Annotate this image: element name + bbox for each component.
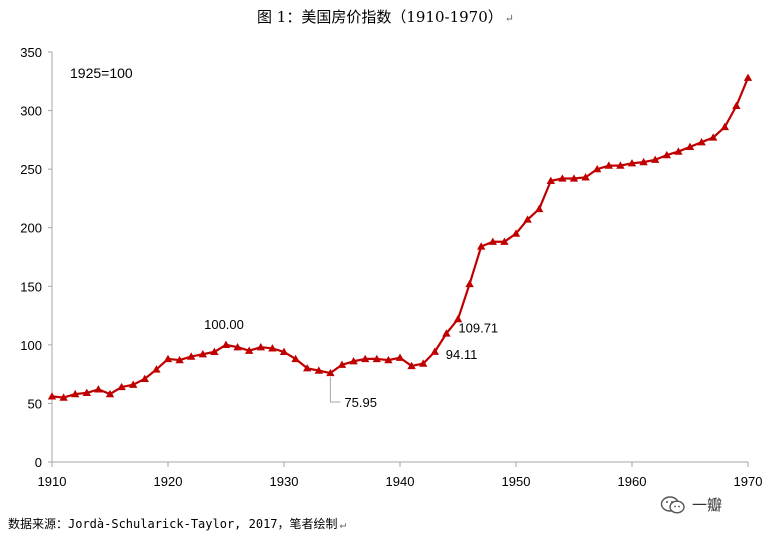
series-line-group [51,77,750,399]
chart-title: 图 1：美国房价指数（1910-1970） ↵ [0,6,771,27]
data-point-marker [372,354,381,363]
paragraph-mark: ↵ [504,12,514,25]
data-point-marker [384,355,393,364]
data-point-marker [511,229,521,237]
data-point-marker [430,347,439,355]
data-point-marker [477,242,486,250]
watermark-text: 一瓣 [692,496,723,514]
y-tick-label: 200 [20,221,42,236]
wechat-icon [660,495,685,514]
source-note: 数据来源：Jordà-Schularick-Taylor, 2017，笔者绘制 ↵ [8,515,346,532]
data-point-marker [407,361,416,370]
data-point-marker [349,357,358,365]
y-tick-label: 50 [28,396,42,411]
data-point-marker [117,382,126,391]
data-point-marker [419,359,428,367]
data-label: 109.71 [458,320,498,335]
x-tick-label: 1930 [270,474,299,489]
y-tick-label: 250 [20,162,42,177]
data-point-marker [639,157,648,166]
data-point-marker [616,161,625,169]
y-tick-label: 0 [35,455,42,470]
data-point-marker [175,355,184,364]
data-point-marker [732,101,741,110]
data-label: 100.00 [204,317,244,332]
data-labels: 100.00 75.95 94.11 109.71 [204,317,498,410]
data-point-marker [604,161,613,169]
data-label: 94.11 [446,347,478,362]
data-point-marker [140,374,149,382]
data-point-marker [581,173,590,181]
x-tick-label: 1940 [386,474,415,489]
watermark: 一瓣 [660,494,722,515]
y-tick-label: 350 [20,45,42,60]
series-line [51,77,750,399]
data-point-marker [71,389,80,398]
x-tick-label: 1970 [734,474,763,489]
data-point-marker [465,279,474,288]
data-markers [47,73,753,401]
source-paragraph-mark: ↵ [339,518,347,531]
axes: 0 50 100 150 200 250 300 350 1910 1920 1930 1940 195… [20,45,762,489]
data-point-marker [743,73,753,81]
data-point-marker [314,366,323,374]
data-point-marker [129,380,138,388]
data-point-marker [500,237,509,245]
data-point-marker [210,347,219,356]
data-point-marker [546,176,555,185]
data-point-marker [187,352,196,360]
data-point-marker [94,385,103,393]
data-point-marker [709,133,718,141]
x-tick-label: 1920 [154,474,183,489]
base-note-label: 1925=100 [70,65,133,81]
data-point-marker [82,388,91,397]
data-point-marker [198,350,207,358]
data-point-marker [535,204,544,213]
data-point-marker [233,343,242,351]
data-point-marker [105,389,115,398]
data-point-marker [47,392,57,400]
data-point-marker [627,159,637,167]
y-tick-label: 100 [20,338,42,353]
data-point-marker [291,354,300,363]
data-point-marker [268,344,277,352]
data-point-marker [326,368,335,377]
data-point-marker [720,122,729,131]
data-point-marker [361,354,370,363]
source-text: 数据来源：Jordà-Schularick-Taylor, 2017，笔者绘制 [8,517,338,531]
data-point-marker [453,314,463,323]
y-tick-label: 300 [20,104,42,119]
data-point-marker [523,215,532,223]
data-point-marker [442,329,451,337]
data-point-marker [674,147,683,155]
data-point-marker [593,164,602,173]
data-point-marker [395,353,405,361]
data-point-marker [152,365,161,373]
data-point-marker [488,237,497,245]
data-point-marker [221,340,231,349]
data-point-marker [651,155,660,163]
data-point-marker [569,174,579,182]
y-tick-label: 150 [20,279,42,294]
data-point-marker [662,150,671,159]
data-point-marker [163,354,173,363]
data-point-marker [279,347,289,356]
data-label-leader [329,377,341,403]
x-tick-label: 1910 [38,474,67,489]
data-point-marker [558,174,567,182]
data-point-marker [697,138,706,146]
data-point-marker [303,364,312,372]
x-tick-label: 1950 [502,474,531,489]
x-tick-label: 1960 [618,474,647,489]
data-point-marker [59,393,68,401]
data-label: 75.95 [344,395,377,410]
data-point-marker [256,343,265,351]
data-point-marker [337,360,347,368]
data-point-marker [685,142,695,151]
data-point-marker [245,346,254,354]
chart-title-text: 图 1：美国房价指数（1910-1970） [257,8,503,26]
